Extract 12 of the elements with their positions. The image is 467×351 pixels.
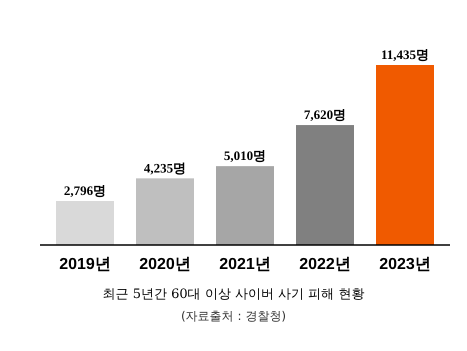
x-tick-label: 2020년 xyxy=(139,256,191,273)
x-tick-label: 2022년 xyxy=(299,256,351,273)
x-tick-label: 2021년 xyxy=(219,256,271,273)
data-label: 4,235명 xyxy=(144,160,186,176)
data-label: 5,010명 xyxy=(224,148,266,164)
data-label: 2,796명 xyxy=(64,182,106,198)
x-tick-label: 2019년 xyxy=(59,256,111,273)
text: 최근 5년간 60대 이상 사이버 사기 피해 현황 xyxy=(102,287,364,302)
data-label: 11,435명 xyxy=(380,47,430,62)
text: (자료출처 : 경찰청) xyxy=(180,309,286,323)
data-label: 7,620명 xyxy=(304,107,346,122)
x-tick-label: 2023년 xyxy=(379,256,431,273)
